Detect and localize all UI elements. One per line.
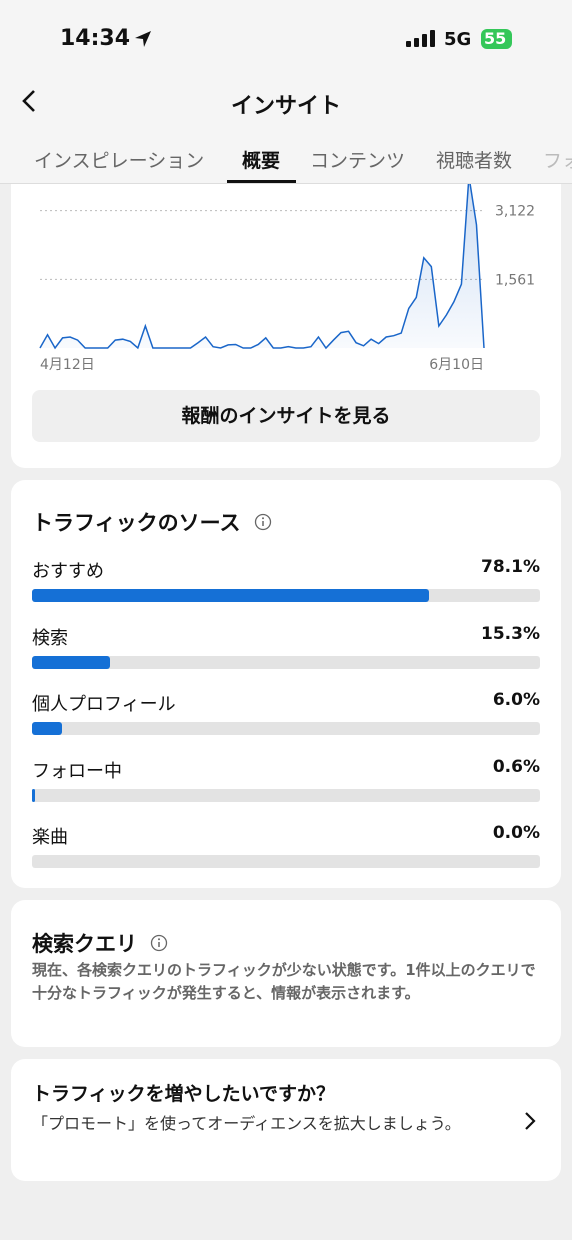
promo-card[interactable] [11,1059,561,1181]
bar [32,722,63,735]
bar-track [32,788,540,802]
y-tick-label: 1,561 [495,272,535,288]
source-value: 6.0% [492,690,540,710]
source-label: フォロー中 [32,760,122,782]
tab[interactable]: フォ [543,150,572,172]
source-value: 78.1% [481,557,540,577]
search-card [11,900,561,1047]
tab[interactable]: インスピレーション [34,150,205,172]
source-label: 楽曲 [32,827,68,848]
battery: 55 [481,29,512,49]
y-tick-label: 3,122 [495,204,535,220]
message: 現在、各検索クエリのトラフィックが少ない状態です。1件以上のクエリで十分なトラフ… [32,961,536,1002]
x-tick-label: 6月10日 [429,357,484,373]
signal-icon [406,30,435,47]
bar-track [32,722,540,735]
chevron[interactable] [522,1110,538,1132]
source-label: おすすめ [32,561,104,582]
x-tick-label: 4月12日 [40,357,95,373]
tab-indicator [227,180,296,183]
title: 検索クエリ [32,932,137,956]
location-icon [135,31,151,47]
source-label: 検索 [32,627,68,649]
views-chart: 1,561 3,122 4月12日 6月10日 [39,183,535,373]
bar [32,655,110,669]
bar [32,589,429,602]
info-icon[interactable] [150,934,168,952]
traffic-card [11,480,561,888]
source-label: 個人プロフィール [32,694,176,715]
promo-message: 「プロモート」を使ってオーディエンスを拡大しましょう。 [32,1114,461,1133]
line [39,183,485,350]
area [40,183,484,348]
bar-track [32,655,540,669]
bar [32,788,36,802]
section-title: トラフィックのソース [32,507,272,537]
page-title: インサイト [230,94,341,119]
back-button[interactable] [20,88,40,114]
tab[interactable]: コンテンツ [310,150,406,172]
tab[interactable]: 概要 [242,150,281,172]
header [0,0,572,184]
source-value: 0.6% [492,756,540,777]
info-icon[interactable] [254,513,272,531]
tab[interactable]: 視聴者数 [436,150,513,172]
title: トラフィックのソース [32,511,241,535]
source-value: 15.3% [481,623,540,644]
section-title: 検索クエリ [32,928,168,958]
bar-track [32,855,540,868]
source-value: 0.0% [492,823,540,843]
rewards-button[interactable]: 報酬のインサイトを見る [32,390,540,442]
clock: 14:34 [60,26,131,51]
promo-title: トラフィックを増やしたいですか？ [32,1083,336,1105]
network: 5G [444,29,472,50]
